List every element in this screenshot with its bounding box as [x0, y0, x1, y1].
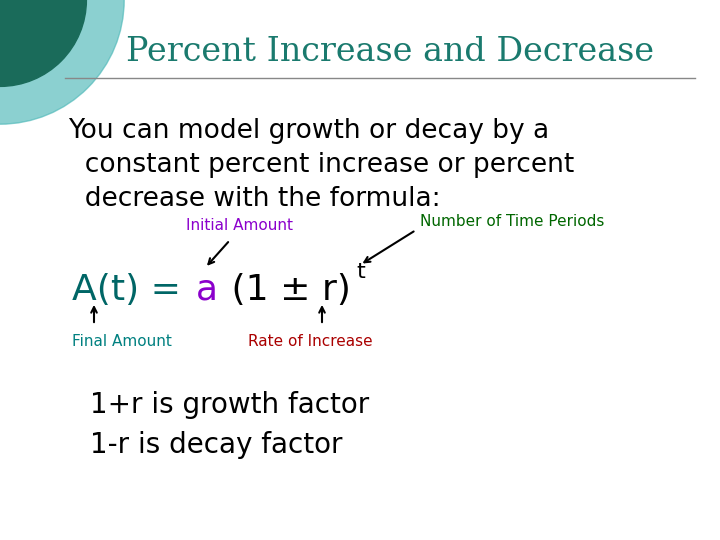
- Text: a: a: [196, 273, 218, 307]
- Text: Rate of Increase: Rate of Increase: [248, 334, 373, 349]
- Text: (1 ± r): (1 ± r): [220, 273, 351, 307]
- Text: A(t) =: A(t) =: [72, 273, 192, 307]
- Text: 1+r is growth factor: 1+r is growth factor: [90, 391, 369, 419]
- Text: t: t: [356, 262, 365, 282]
- Text: decrease with the formula:: decrease with the formula:: [68, 186, 441, 212]
- Text: Number of Time Periods: Number of Time Periods: [420, 214, 604, 230]
- Text: constant percent increase or percent: constant percent increase or percent: [68, 152, 575, 178]
- Text: You can model growth or decay by a: You can model growth or decay by a: [68, 118, 549, 144]
- Circle shape: [0, 0, 125, 124]
- Text: Percent Increase and Decrease: Percent Increase and Decrease: [126, 36, 654, 68]
- Text: Initial Amount: Initial Amount: [186, 218, 294, 233]
- Circle shape: [0, 0, 86, 86]
- Text: 1-r is decay factor: 1-r is decay factor: [90, 431, 343, 459]
- Text: Final Amount: Final Amount: [72, 334, 172, 349]
